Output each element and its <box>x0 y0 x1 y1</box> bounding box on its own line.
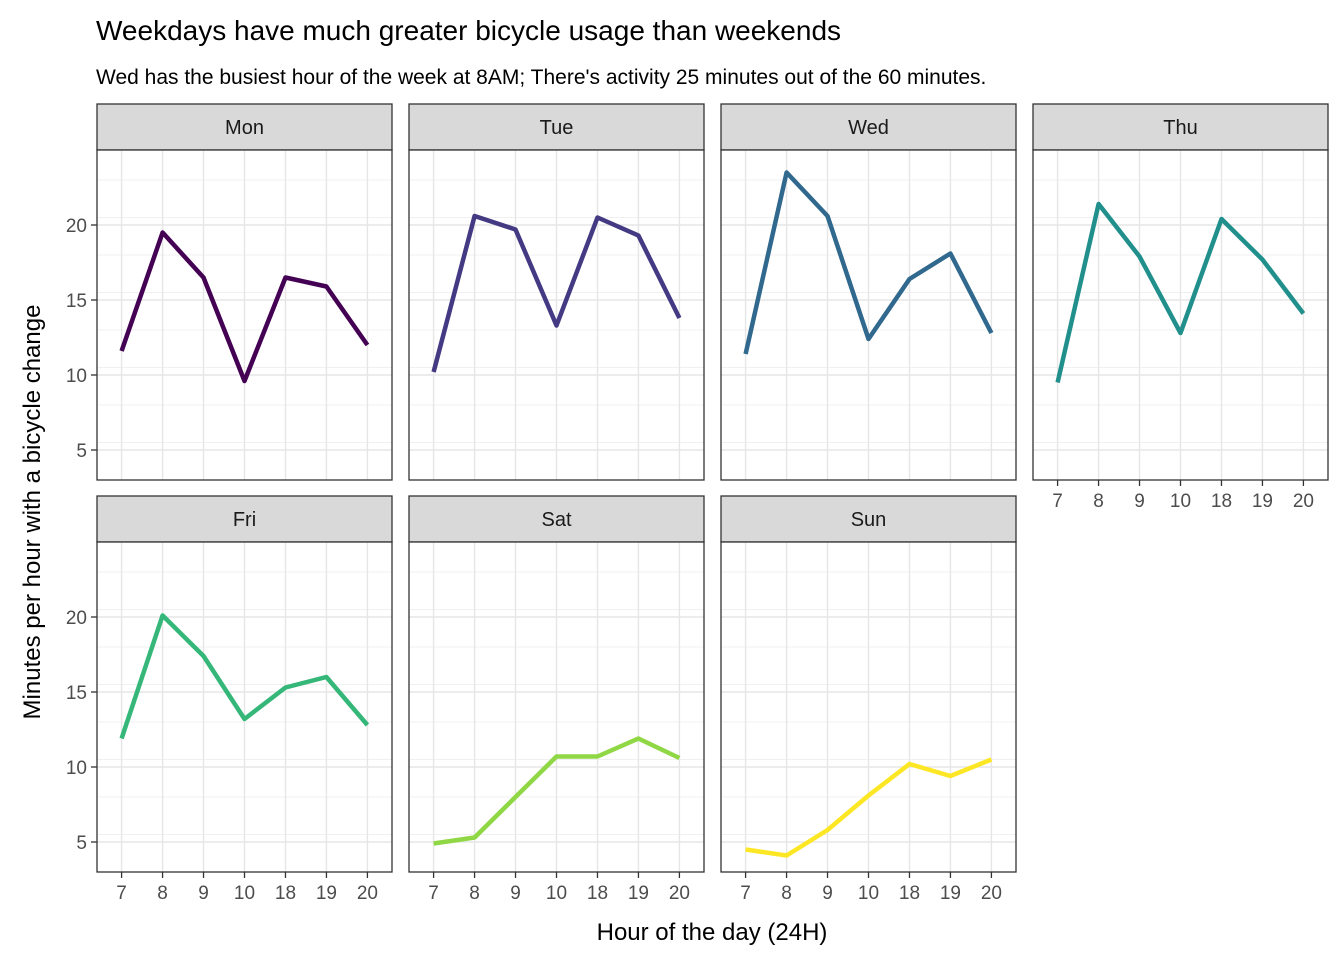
facet-panel-thu: Thu 7 8 9 10 18 19 20 <box>1032 103 1329 512</box>
panel-border <box>720 149 1017 481</box>
facet-strip-label: Wed <box>848 117 889 139</box>
facet-panel-wed: Wed <box>720 103 1017 481</box>
facet-panels: Mon 5 10 15 20 Tue Wed Thu 7 8 9 10 18 19 20 Fri 5 10 15 20… <box>66 103 1329 904</box>
y-tick-label: 10 <box>66 758 87 779</box>
x-tick-label: 10 <box>858 883 879 904</box>
panel-border <box>408 149 705 481</box>
facet-strip-label: Mon <box>225 117 264 139</box>
x-tick-label: 20 <box>1293 491 1314 512</box>
facet-strip <box>408 495 705 543</box>
y-tick-label: 15 <box>66 291 87 312</box>
x-tick-label: 18 <box>899 883 920 904</box>
x-tick-label: 19 <box>940 883 961 904</box>
facet-strip-label: Tue <box>540 117 574 139</box>
x-tick-label: 7 <box>740 883 751 904</box>
x-tick-label: 10 <box>546 883 567 904</box>
y-tick-label: 20 <box>66 608 87 629</box>
x-tick-label: 18 <box>275 883 296 904</box>
facet-strip <box>408 103 705 151</box>
x-tick-label: 8 <box>781 883 792 904</box>
y-tick-label: 20 <box>66 216 87 237</box>
x-tick-label: 7 <box>1052 491 1063 512</box>
x-tick-label: 19 <box>628 883 649 904</box>
chart-subtitle: Wed has the busiest hour of the week at … <box>96 66 986 89</box>
y-tick-label: 5 <box>76 833 87 854</box>
facet-panel-mon: Mon 5 10 15 20 <box>66 103 393 481</box>
x-tick-label: 10 <box>234 883 255 904</box>
facet-panel-sat: Sat 7 8 9 10 18 19 20 <box>408 495 705 904</box>
x-tick-label: 10 <box>1170 491 1191 512</box>
x-tick-label: 9 <box>1134 491 1145 512</box>
y-tick-label: 5 <box>76 441 87 462</box>
x-tick-label: 19 <box>1252 491 1273 512</box>
x-tick-label: 19 <box>316 883 337 904</box>
facet-panel-fri: Fri 5 10 15 20 7 8 9 10 18 19 20 <box>66 495 393 904</box>
facet-strip <box>1032 103 1329 151</box>
facet-strip-label: Sun <box>851 509 887 531</box>
y-tick-label: 10 <box>66 366 87 387</box>
x-tick-label: 8 <box>469 883 480 904</box>
panel-border <box>96 149 393 481</box>
x-tick-label: 9 <box>822 883 833 904</box>
x-tick-label: 20 <box>357 883 378 904</box>
facet-panel-sun: Sun 7 8 9 10 18 19 20 <box>720 495 1017 904</box>
x-tick-label: 8 <box>1093 491 1104 512</box>
chart-title: Weekdays have much greater bicycle usage… <box>96 15 841 46</box>
x-tick-label: 8 <box>157 883 168 904</box>
facet-strip <box>96 495 393 543</box>
y-tick-label: 15 <box>66 683 87 704</box>
x-tick-label: 7 <box>116 883 127 904</box>
x-tick-label: 7 <box>428 883 439 904</box>
x-tick-label: 9 <box>510 883 521 904</box>
x-axis-title: Hour of the day (24H) <box>597 919 828 946</box>
x-tick-label: 9 <box>198 883 209 904</box>
x-tick-label: 20 <box>981 883 1002 904</box>
y-axis-title: Minutes per hour with a bicycle change <box>19 305 46 720</box>
facet-strip-label: Thu <box>1163 117 1197 139</box>
x-tick-label: 18 <box>1211 491 1232 512</box>
facet-panel-tue: Tue <box>408 103 705 481</box>
x-tick-label: 18 <box>587 883 608 904</box>
facet-strip-label: Sat <box>541 509 571 531</box>
facet-strip <box>720 103 1017 151</box>
facet-strip-label: Fri <box>233 509 256 531</box>
x-tick-label: 20 <box>669 883 690 904</box>
facet-strip <box>96 103 393 151</box>
